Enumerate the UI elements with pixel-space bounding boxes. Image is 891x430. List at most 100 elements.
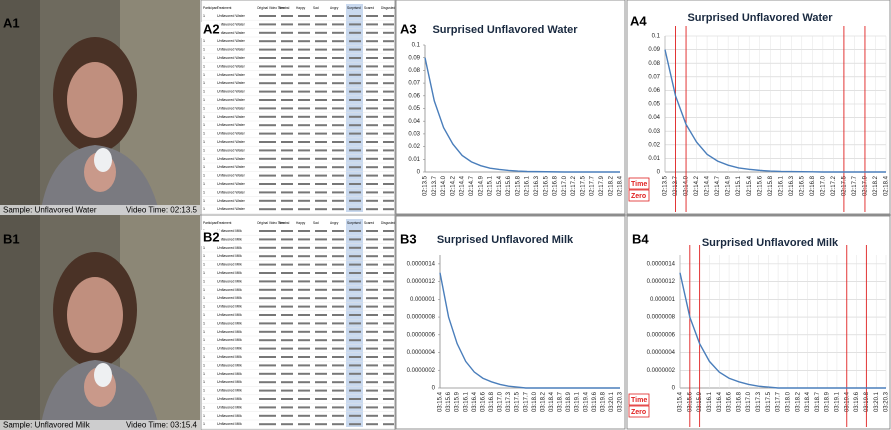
cell-digits	[332, 23, 344, 26]
x-tick-label: 03:16.1	[463, 391, 469, 412]
cell-digits	[315, 57, 327, 59]
cell-digits	[259, 330, 276, 333]
cell-digits	[383, 99, 394, 101]
cell-digits	[315, 389, 327, 392]
cell-digits	[349, 157, 361, 160]
x-tick-label: 02:16.5	[543, 175, 549, 196]
cell-digits	[259, 124, 276, 127]
marker-label-box	[628, 393, 650, 406]
x-tick-label: 02:16.3	[789, 175, 795, 196]
cell-digits	[259, 238, 276, 241]
data-line	[679, 272, 886, 389]
cell: Unflavored Water	[217, 115, 246, 119]
face	[67, 62, 123, 138]
cell-digits	[281, 305, 293, 308]
cell-digits	[332, 65, 344, 68]
y-tick-label: 0.02	[408, 144, 420, 150]
cell-digits	[315, 414, 327, 417]
cell-digits	[366, 246, 378, 249]
cell-digits	[259, 40, 276, 43]
x-tick-label: 03:16.4	[717, 391, 723, 412]
cell-digits	[281, 263, 293, 266]
cell: 1	[203, 14, 205, 18]
x-tick-label: 02:15.8	[515, 175, 521, 196]
cell-digits	[298, 57, 310, 59]
cell-digits	[383, 305, 394, 308]
y-tick-label: 0.08	[648, 61, 660, 67]
x-tick-label: 03:16.4	[472, 391, 478, 412]
cell-digits	[332, 389, 344, 392]
cell-digits	[315, 246, 327, 249]
cell-digits	[366, 364, 378, 367]
cell-digits	[366, 297, 378, 300]
cell-digits	[383, 31, 394, 34]
cell-digits	[366, 406, 378, 409]
cell: Unflavored Water	[217, 39, 246, 43]
cell-digits	[298, 423, 310, 426]
cell-digits	[315, 255, 327, 258]
cell-digits	[332, 347, 344, 350]
video-frame: Sample: Unflavored Milk Video Time: 03:15…	[0, 215, 200, 430]
cell-digits	[349, 191, 361, 194]
cell-digits	[298, 82, 310, 85]
y-tick-label: 0.04	[648, 115, 660, 121]
cell: 1	[203, 106, 205, 110]
cell-digits	[383, 115, 394, 118]
cell-digits	[332, 15, 344, 17]
cell-digits	[298, 48, 310, 51]
cell-digits	[315, 48, 327, 51]
cell-digits	[259, 263, 276, 266]
cell-digits	[298, 288, 310, 291]
header-cell: Sad	[313, 6, 319, 10]
header-cell: Disgusted	[381, 221, 395, 225]
cell: Unflavored Water	[217, 48, 246, 52]
cell-digits	[349, 199, 361, 202]
x-tick-label: 02:15.4	[497, 175, 503, 196]
cell-digits	[259, 305, 276, 308]
x-tick-label: 02:16.8	[553, 175, 559, 196]
cell-digits	[349, 31, 361, 34]
cell-digits	[349, 389, 361, 392]
x-tick-label: 03:20.1	[874, 391, 880, 412]
cell-digits	[383, 183, 394, 185]
y-tick-label: 0.08	[408, 68, 420, 74]
header-cell: Treatment	[217, 6, 232, 10]
cell-digits	[366, 314, 378, 316]
cell-digits	[259, 406, 276, 409]
cell-digits	[383, 297, 394, 300]
cell-digits	[349, 73, 361, 76]
cell-digits	[281, 364, 293, 367]
header-cell: Scared	[364, 6, 374, 10]
cell-digits	[332, 174, 344, 177]
cell-digits	[315, 347, 327, 350]
cell-digits	[259, 166, 276, 169]
cell: Unflavored Milk	[217, 422, 242, 426]
x-tick-label: 02:17.5	[580, 175, 586, 196]
cell-digits	[315, 15, 327, 17]
cell-digits	[383, 157, 394, 160]
cell-digits	[366, 141, 378, 143]
cell-digits	[332, 288, 344, 291]
cell-digits	[366, 330, 378, 333]
cell-digits	[366, 31, 378, 34]
door	[0, 0, 40, 215]
x-tick-label: 03:18.4	[549, 391, 555, 412]
cell-digits	[259, 15, 276, 17]
cell-digits	[315, 73, 327, 76]
x-tick-label: 02:16.3	[534, 175, 540, 196]
x-tick-label: 02:16.1	[525, 175, 531, 196]
cell-digits	[332, 406, 344, 409]
cell-digits	[298, 124, 310, 127]
cell-digits	[366, 305, 378, 308]
cell-digits	[315, 372, 327, 375]
cell: Unflavored Water	[217, 207, 246, 211]
cell-digits	[259, 246, 276, 249]
cell-digits	[332, 124, 344, 127]
cell-digits	[366, 339, 378, 342]
cell-digits	[383, 141, 394, 143]
cell: Unflavored Water	[217, 182, 246, 186]
cell-digits	[315, 23, 327, 26]
cell: Unflavored Milk	[217, 347, 242, 351]
cell: Unflavored Milk	[217, 296, 242, 300]
marker-label-box	[628, 189, 650, 202]
